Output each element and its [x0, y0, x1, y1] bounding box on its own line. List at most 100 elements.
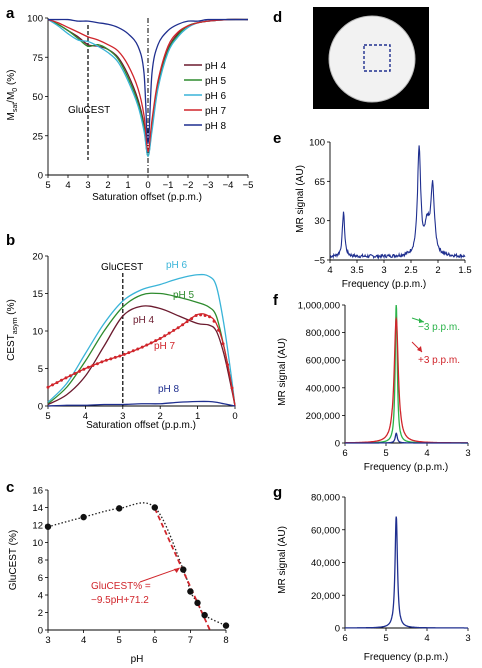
panel-c-series: [44, 502, 230, 631]
panel-label-a: a: [6, 5, 15, 22]
panel-a-ytick-label: 75: [32, 53, 43, 64]
panel-c-ytick-label: 0: [38, 626, 43, 637]
panel-c-fit-line2: −9.5pH+71.2: [91, 595, 149, 606]
panel-b-xtick-label: 3: [120, 411, 125, 422]
panel-b-ph7-dot: [113, 355, 117, 359]
panel-f-xtick-label: 3: [465, 448, 470, 459]
panel-e-axes: 4 3.5 3 2.5 2 1.5 −5 30 65 100: [309, 138, 471, 277]
panel-c-ytick-label: 2: [38, 608, 43, 619]
panel-g-ylabel: MR signal (AU): [277, 526, 288, 594]
panel-b-xtick-label: 2: [158, 411, 163, 422]
panel-label-f: f: [273, 292, 279, 309]
panel-b-xtick-label: 1: [195, 411, 200, 422]
panel-b-ph7-dot: [158, 337, 162, 340]
legend-label-ph8: pH 8: [205, 121, 227, 132]
panel-b-ph7-dot: [136, 347, 140, 351]
panel-e-ylabel: MR signal (AU): [295, 165, 306, 233]
panel-f-arrowhead-minus3: [419, 318, 424, 323]
legend-label-ph7: pH 7: [205, 106, 227, 117]
panel-e-ytick-label: 30: [314, 216, 325, 227]
panel-c-data-point: [80, 513, 87, 521]
panel-e-ytick-label: 100: [309, 138, 325, 149]
panel-b-ph7-dot: [194, 314, 198, 318]
panel-c-xtick-label: 3: [45, 635, 50, 646]
panel-a-glucest-label: GluCEST: [68, 105, 110, 116]
panel-b-ph7-dot: [73, 372, 77, 376]
panel-b-line-ph7: [47, 313, 236, 407]
panel-a-xtick-label: −2: [183, 180, 194, 191]
panel-a-xtick-label: −5: [243, 180, 254, 191]
panel-b-xtick-label: 0: [232, 411, 237, 422]
panel-a-xlabel: Saturation offset (p.p.m.): [92, 192, 202, 203]
panel-b-ph7-dot: [163, 334, 167, 338]
panel-label-b: b: [6, 232, 15, 249]
panel-b-ph7-dot: [212, 319, 216, 323]
panel-a-axes: 5 4 3 2 1 0 −1 −2 −3 −4 −5 0 25 50 75 100: [27, 14, 253, 192]
panel-c-ytick-label: 16: [32, 486, 43, 497]
panel-b-line-ph8: [47, 400, 236, 407]
panel-b-label-ph8: pH 8: [158, 384, 180, 395]
panel-b-line-ph5: [47, 292, 236, 407]
panel-b-ph7-dot: [217, 328, 221, 332]
panel-b-ph7-dot: [226, 363, 230, 367]
panel-c-xtick-label: 8: [223, 635, 228, 646]
panel-g-spectrum-line: [345, 516, 468, 629]
panel-b-ph7-dot: [199, 313, 203, 317]
panel-f-ytick-label: 400,000: [306, 383, 340, 394]
panel-c-ytick-label: 12: [32, 521, 43, 532]
panel-g-ytick-label: 60,000: [311, 525, 340, 536]
panel-f: f 6 5 4 3 0 200,000 400,000 600,000 800,000 1,000…: [273, 292, 471, 473]
legend-label-ph4: pH 4: [205, 61, 227, 72]
panel-f-xlabel: Frequency (p.p.m.): [364, 462, 448, 473]
panel-e-xtick-label: 3: [381, 265, 386, 276]
panel-b-ph7-dot: [190, 317, 194, 321]
panel-b-line-ph6: [47, 273, 236, 407]
panel-b-label-ph6: pH 6: [166, 260, 188, 271]
panel-g-ytick-label: 80,000: [311, 493, 340, 504]
phantom-roi-box: [363, 44, 391, 72]
panel-b-ph7-dot: [59, 378, 63, 382]
panel-b-ph7-dot: [149, 341, 153, 345]
panel-c-xtick-label: 4: [81, 635, 86, 646]
panel-a-ytick-label: 0: [38, 171, 43, 182]
panel-c-xtick-label: 5: [117, 635, 122, 646]
panel-c-ytick-label: 4: [38, 591, 43, 602]
panel-b-ph7-dot: [154, 339, 158, 343]
panel-b-line-ph4: [47, 305, 236, 407]
panel-f-xtick-label: 4: [424, 448, 429, 459]
panel-c-data-point: [187, 588, 194, 595]
panel-e: e 4 3.5 3 2.5 2 1.5 −5 30 65 100 Frequency (p.p.m…: [273, 130, 472, 290]
panel-b-ph7-dot: [64, 376, 68, 380]
panel-b-ph7-dot: [104, 358, 108, 362]
panel-a-xtick-label: −1: [163, 180, 174, 191]
panel-b-ph7-dot: [100, 360, 104, 364]
panel-c-data-point: [151, 504, 158, 511]
panel-a-xtick-label: 1: [125, 180, 130, 191]
panel-g-xtick-label: 5: [383, 633, 388, 644]
panel-g-xtick-label: 6: [342, 633, 347, 644]
panel-b-ph7-dot: [95, 362, 99, 366]
panel-b-ph7-dot: [86, 365, 90, 369]
panel-c-xtick-label: 6: [152, 635, 157, 646]
panel-b-ph7-dot: [68, 374, 72, 378]
panel-b-ph7-dot: [55, 381, 59, 385]
panel-b-ph7-dot: [46, 385, 50, 389]
panel-c-data-point: [44, 523, 52, 530]
panel-b-xtick-label: 5: [45, 411, 50, 422]
panel-e-xtick-label: 2: [435, 265, 440, 276]
panel-b-ph7-dot: [77, 369, 81, 373]
panel-a-ytick-label: 50: [32, 92, 43, 103]
panel-a-xtick-label: 3: [85, 180, 90, 191]
panel-f-label-plus3: +3 p.p.m.: [418, 355, 460, 366]
panel-a-line-ph8: [48, 18, 248, 145]
panel-b-label-ph7: pH 7: [154, 341, 176, 352]
panel-f-series: [345, 304, 468, 444]
panel-b-ytick-label: 0: [38, 402, 43, 413]
panel-e-spectrum-line: [329, 145, 466, 260]
panel-f-line-reference: [345, 432, 468, 444]
panel-f-arrowhead-plus3: [417, 346, 422, 352]
panel-g-ytick-label: 0: [335, 624, 340, 635]
panel-e-xtick-label: 1.5: [458, 265, 471, 276]
panel-b-series: [46, 273, 236, 407]
